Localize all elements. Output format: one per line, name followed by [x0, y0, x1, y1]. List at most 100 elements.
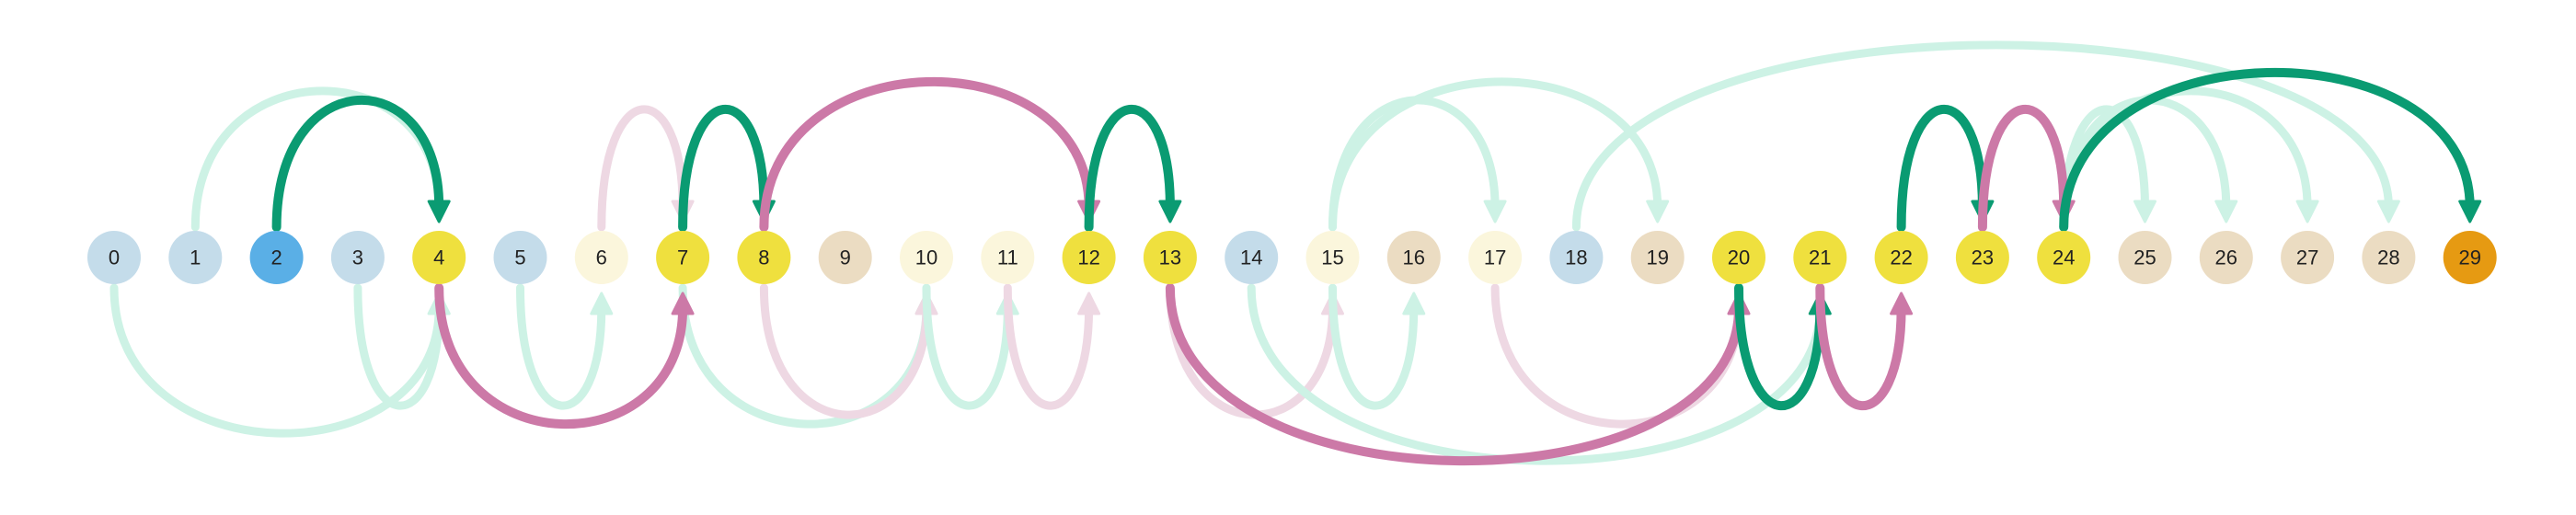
node-label: 2	[270, 246, 282, 269]
node-label: 17	[1484, 246, 1506, 269]
node-circle	[1062, 231, 1116, 284]
node-13: 13	[1143, 231, 1197, 284]
node-label: 26	[2215, 246, 2237, 269]
node-24: 24	[2037, 231, 2091, 284]
node-label: 13	[1159, 246, 1181, 269]
edge-line	[1328, 77, 1662, 232]
node-label: 19	[1646, 246, 1668, 269]
node-circle	[1549, 231, 1604, 284]
edge-line	[759, 283, 931, 419]
edge-12-13	[1084, 104, 1182, 232]
node-18: 18	[1549, 231, 1604, 284]
node-label: 24	[2053, 246, 2075, 269]
node-circle	[2037, 231, 2091, 284]
node-29: 29	[2443, 231, 2497, 284]
node-4: 4	[412, 231, 466, 284]
edge-arrowhead-icon	[1158, 200, 1182, 223]
node-label: 28	[2377, 246, 2399, 269]
node-9: 9	[818, 231, 872, 284]
node-circle	[1225, 231, 1279, 284]
node-label: 25	[2133, 246, 2156, 269]
edge-arrowhead-icon	[2214, 200, 2238, 223]
node-circle	[2199, 231, 2253, 284]
edge-arrowhead-icon	[2133, 200, 2156, 223]
edge-arrowhead-icon	[1077, 292, 1101, 315]
edge-line	[597, 105, 687, 232]
node-circle	[737, 231, 791, 284]
edge-arrowhead-icon	[2295, 200, 2319, 223]
node-label: 4	[433, 246, 444, 269]
node-circle	[168, 231, 223, 284]
edge-line	[1084, 104, 1175, 232]
edge-8-12	[759, 77, 1101, 232]
edge-line	[271, 95, 444, 232]
edge-arrowhead-icon	[1483, 200, 1507, 223]
edge-line	[353, 283, 443, 410]
node-15: 15	[1305, 231, 1360, 284]
edge-24-29	[2059, 68, 2482, 232]
edge-arrowhead-icon	[671, 292, 695, 315]
node-circle	[330, 231, 385, 284]
node-label: 10	[915, 246, 937, 269]
node-label: 23	[1972, 246, 1994, 269]
edge-arrowhead-icon	[427, 200, 451, 223]
node-17: 17	[1468, 231, 1523, 284]
edge-line	[922, 283, 1012, 410]
edge-line	[1490, 283, 1743, 429]
node-10: 10	[900, 231, 953, 284]
node-28: 28	[2362, 231, 2416, 284]
node-25: 25	[2118, 231, 2172, 284]
edge-line	[434, 283, 688, 429]
edge-21-22	[1815, 283, 1914, 411]
edge-arrowhead-icon	[1402, 292, 1426, 315]
node-circle	[87, 231, 141, 284]
node-circle	[493, 231, 547, 284]
node-27: 27	[2281, 231, 2335, 284]
edge-2-4	[271, 95, 451, 232]
nodes-layer: 0 1 2 3 4 5 6 7 8 9 10 11 12 13 14 15 16 17 18 19 20 21 22 23 24…	[87, 231, 2497, 284]
edges-layer	[109, 40, 2482, 465]
node-circle	[656, 231, 710, 284]
edge-line	[1977, 104, 2069, 232]
node-7: 7	[656, 231, 710, 284]
node-circle	[574, 231, 628, 284]
node-12: 12	[1062, 231, 1116, 284]
node-label: 20	[1728, 246, 1750, 269]
node-label: 5	[514, 246, 525, 269]
node-label: 16	[1403, 246, 1425, 269]
node-label: 21	[1809, 246, 1831, 269]
node-22: 22	[1874, 231, 1928, 284]
node-5: 5	[493, 231, 547, 284]
edge-4-7	[434, 283, 695, 429]
node-label: 7	[677, 246, 688, 269]
node-circle	[2118, 231, 2172, 284]
node-circle	[818, 231, 872, 284]
edge-line	[516, 283, 606, 410]
node-1: 1	[168, 231, 223, 284]
node-label: 14	[1240, 246, 1262, 269]
edge-8-10	[759, 283, 938, 419]
node-circle	[2443, 231, 2497, 284]
node-0: 0	[87, 231, 141, 284]
node-circle	[1305, 231, 1360, 284]
edge-line	[1896, 104, 1987, 232]
node-6: 6	[574, 231, 628, 284]
node-16: 16	[1386, 231, 1441, 284]
node-label: 8	[758, 246, 769, 269]
node-label: 22	[1890, 246, 1912, 269]
edge-arrowhead-icon	[1646, 200, 1670, 223]
node-circle	[1143, 231, 1197, 284]
edge-line	[759, 77, 1094, 232]
node-20: 20	[1712, 231, 1765, 284]
node-label: 29	[2458, 246, 2480, 269]
node-label: 1	[190, 246, 201, 269]
node-label: 11	[997, 246, 1018, 269]
node-26: 26	[2199, 231, 2253, 284]
node-11: 11	[981, 231, 1035, 284]
edge-15-16	[1328, 283, 1426, 410]
edge-line	[1165, 283, 1743, 465]
node-23: 23	[1955, 231, 2009, 284]
node-2: 2	[249, 231, 304, 284]
edge-15-17	[1328, 96, 1507, 232]
